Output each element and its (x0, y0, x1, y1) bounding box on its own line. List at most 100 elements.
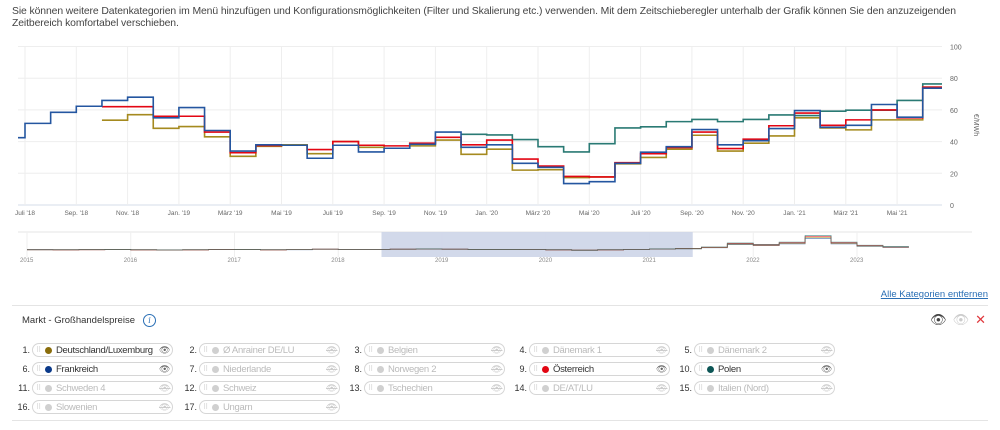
legend-item[interactable]: 10. ⠿ Polen 👁 (670, 362, 835, 376)
info-icon[interactable]: i (142, 314, 156, 327)
y-tick-label: 60 (950, 108, 958, 115)
legend-item-number: 9. (519, 364, 527, 374)
eye-off-icon[interactable]: 👁 (821, 344, 833, 355)
eye-icon[interactable]: 👁 (159, 344, 171, 355)
series-line-deutschland-luxemburg (101, 86, 942, 179)
x-tick-label: Nov. '19 (424, 210, 448, 217)
series-color-dot (377, 365, 384, 373)
legend-pill[interactable]: ⠿ Schweden 4 👁 (32, 381, 173, 395)
legend-pill[interactable]: ⠿ Dänemark 2 👁 (694, 343, 835, 357)
y-tick-label: 100 (950, 45, 962, 52)
legend-pill[interactable]: ⠿ Ø Anrainer DE/LU 👁 (199, 343, 340, 357)
legend-pill[interactable]: ⠿ Österreich 👁 (529, 362, 670, 376)
legend-item[interactable]: 12. ⠿ Schweiz 👁 (175, 381, 340, 395)
series-color-dot (212, 384, 219, 392)
eye-off-icon[interactable]: 👁 (326, 382, 338, 393)
drag-handle-icon[interactable]: ⠿ (533, 385, 538, 392)
eye-icon[interactable]: 👁 (821, 363, 833, 374)
eye-off-icon[interactable]: 👁 (326, 401, 338, 412)
y-tick-label: 40 (950, 140, 958, 147)
legend-pill[interactable]: ⠿ DE/AT/LU 👁 (529, 381, 670, 395)
eye-off-icon[interactable]: 👁 (159, 401, 171, 412)
drag-handle-icon[interactable]: ⠿ (368, 385, 373, 392)
y-tick-label: 80 (950, 76, 958, 83)
legend-pill[interactable]: ⠿ Norwegen 2 👁 (364, 362, 505, 376)
legend-item[interactable]: 1. ⠿ Deutschland/Luxemburg 👁 (8, 343, 173, 357)
legend-item[interactable]: 16. ⠿ Slowenien 👁 (8, 400, 173, 414)
drag-handle-icon[interactable]: ⠿ (203, 385, 208, 392)
x-tick-label: Juli '18 (15, 210, 35, 217)
legend-item[interactable]: 8. ⠿ Norwegen 2 👁 (340, 362, 505, 376)
legend-item[interactable]: 9. ⠿ Österreich 👁 (505, 362, 670, 376)
eye-off-icon[interactable]: 👁 (656, 344, 668, 355)
legend-item[interactable]: 6. ⠿ Frankreich 👁 (8, 362, 173, 376)
legend-pill[interactable]: ⠿ Dänemark 1 👁 (529, 343, 670, 357)
legend-item-label: Ungarn (223, 401, 253, 413)
legend-pill[interactable]: ⠿ Niederlande 👁 (199, 362, 340, 376)
legend-item[interactable]: 14. ⠿ DE/AT/LU 👁 (505, 381, 670, 395)
eye-off-icon[interactable]: 👁 (821, 382, 833, 393)
x-tick-label: Mai '20 (579, 210, 600, 217)
legend-item[interactable]: 4. ⠿ Dänemark 1 👁 (505, 343, 670, 357)
eye-off-icon[interactable]: 👁 (159, 382, 171, 393)
drag-handle-icon[interactable]: ⠿ (533, 347, 538, 354)
legend-item[interactable]: 7. ⠿ Niederlande 👁 (175, 362, 340, 376)
legend-item-label: Dänemark 1 (553, 344, 602, 356)
legend-pill[interactable]: ⠿ Frankreich 👁 (32, 362, 173, 376)
x-tick-label: Juli '20 (631, 210, 651, 217)
eye-off-icon[interactable]: 👁 (326, 344, 338, 355)
legend-item[interactable]: 17. ⠿ Ungarn 👁 (175, 400, 340, 414)
drag-handle-icon[interactable]: ⠿ (368, 347, 373, 354)
eye-icon[interactable]: 👁 (656, 363, 668, 374)
eye-off-icon[interactable]: 👁 (326, 363, 338, 374)
legend-pill[interactable]: ⠿ Italien (Nord) 👁 (694, 381, 835, 395)
eye-off-icon[interactable]: 👁 (491, 344, 503, 355)
legend-pill[interactable]: ⠿ Schweiz 👁 (199, 381, 340, 395)
legend-pill[interactable]: ⠿ Slowenien 👁 (32, 400, 173, 414)
legend-item[interactable]: 5. ⠿ Dänemark 2 👁 (670, 343, 835, 357)
legend-pill[interactable]: ⠿ Tschechien 👁 (364, 381, 505, 395)
drag-handle-icon[interactable]: ⠿ (36, 404, 41, 411)
legend-item-number: 7. (189, 364, 197, 374)
legend-item-number: 16. (17, 402, 30, 412)
legend-pill[interactable]: ⠿ Deutschland/Luxemburg 👁 (32, 343, 173, 357)
legend-item[interactable]: 13. ⠿ Tschechien 👁 (340, 381, 505, 395)
drag-handle-icon[interactable]: ⠿ (203, 347, 208, 354)
x-tick-label: Sep. '19 (372, 210, 396, 217)
legend-item-number: 17. (184, 402, 197, 412)
drag-handle-icon[interactable]: ⠿ (698, 366, 703, 373)
drag-handle-icon[interactable]: ⠿ (698, 385, 703, 392)
eye-icon[interactable]: 👁 (930, 312, 947, 327)
price-chart[interactable]: 0 20 40 60 80 100 €/MWh Juli '18 Sep. '18 Nov. '1… (0, 0, 1000, 270)
drag-handle-icon[interactable]: ⠿ (36, 347, 41, 354)
series-color-dot (707, 365, 714, 373)
drag-handle-icon[interactable]: ⠿ (533, 366, 538, 373)
drag-handle-icon[interactable]: ⠿ (203, 366, 208, 373)
drag-handle-icon[interactable]: ⠿ (368, 366, 373, 373)
legend-item-label: Italien (Nord) (718, 382, 769, 394)
legend-item[interactable]: 15. ⠿ Italien (Nord) 👁 (670, 381, 835, 395)
close-icon[interactable]: ✕ (975, 312, 986, 327)
legend-pill[interactable]: ⠿ Ungarn 👁 (199, 400, 340, 414)
drag-handle-icon[interactable]: ⠿ (203, 404, 208, 411)
legend-item[interactable]: 2. ⠿ Ø Anrainer DE/LU 👁 (175, 343, 340, 357)
drag-handle-icon[interactable]: ⠿ (698, 347, 703, 354)
eye-off-icon[interactable]: 👁 (491, 363, 503, 374)
eye-off-icon[interactable]: 👁 (491, 382, 503, 393)
remove-all-categories-link[interactable]: Alle Kategorien entfernen (880, 289, 988, 300)
eye-off-icon[interactable]: 👁 (952, 312, 970, 327)
drag-handle-icon[interactable]: ⠿ (36, 366, 41, 373)
legend-pill[interactable]: ⠿ Polen 👁 (694, 362, 835, 376)
x-tick-label: Mai '19 (271, 210, 292, 217)
eye-off-icon[interactable]: 👁 (656, 382, 668, 393)
series-color-dot (212, 403, 219, 411)
series-color-dot (45, 384, 52, 392)
legend-item[interactable]: 11. ⠿ Schweden 4 👁 (8, 381, 173, 395)
eye-icon[interactable]: 👁 (159, 363, 171, 374)
navigator-selection[interactable] (381, 232, 693, 257)
x-tick-label: Jan. '19 (168, 210, 191, 217)
drag-handle-icon[interactable]: ⠿ (36, 385, 41, 392)
legend-item-number: 1. (22, 345, 30, 355)
legend-item[interactable]: 3. ⠿ Belgien 👁 (340, 343, 505, 357)
legend-pill[interactable]: ⠿ Belgien 👁 (364, 343, 505, 357)
